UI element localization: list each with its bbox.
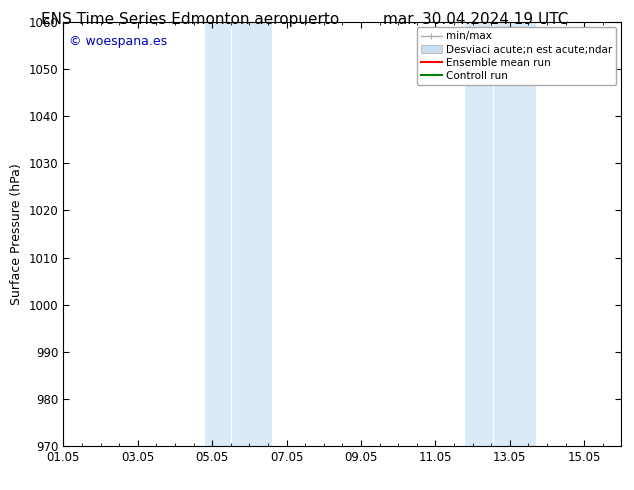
Bar — [465, 22, 493, 446]
Bar — [231, 22, 272, 446]
Y-axis label: Surface Pressure (hPa): Surface Pressure (hPa) — [10, 163, 23, 305]
Legend: min/max, Desviaci acute;n est acute;ndar, Ensemble mean run, Controll run: min/max, Desviaci acute;n est acute;ndar… — [417, 27, 616, 85]
Bar — [205, 22, 231, 446]
Text: mar. 30.04.2024 19 UTC: mar. 30.04.2024 19 UTC — [383, 12, 568, 27]
Bar — [493, 22, 536, 446]
Text: © woespana.es: © woespana.es — [69, 35, 167, 48]
Text: ENS Time Series Edmonton aeropuerto: ENS Time Series Edmonton aeropuerto — [41, 12, 339, 27]
